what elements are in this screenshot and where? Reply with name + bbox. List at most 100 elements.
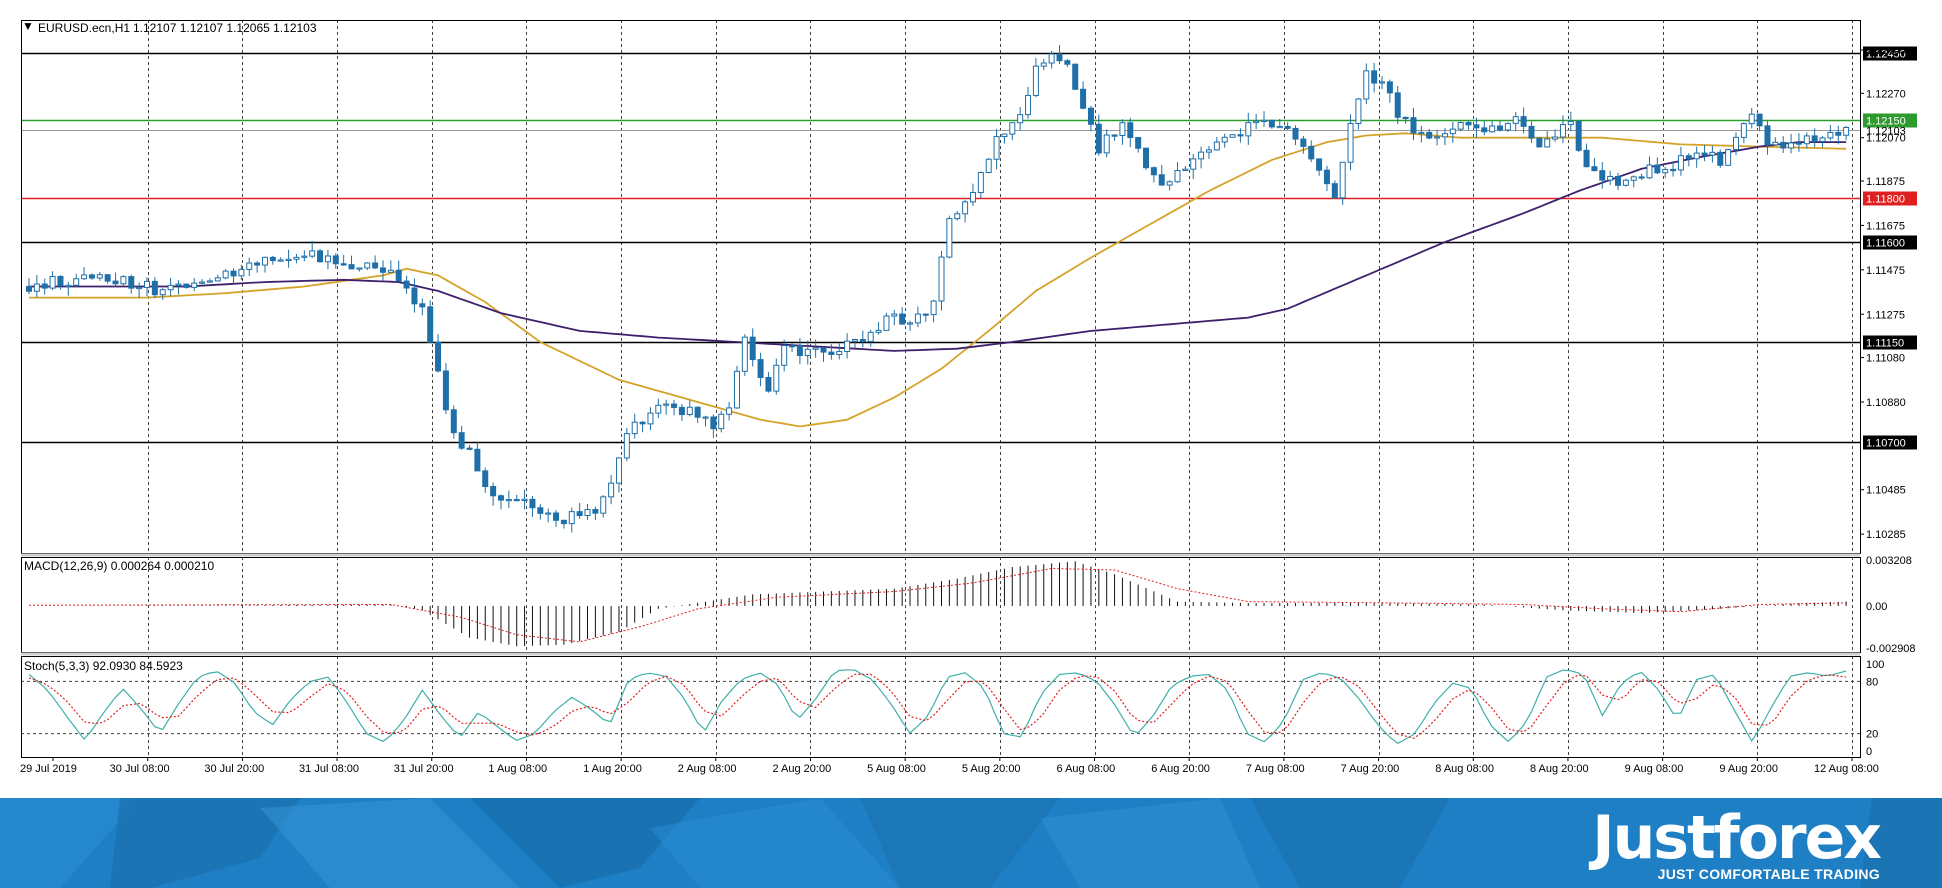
- candle-body: [867, 331, 874, 342]
- candle-body: [1803, 135, 1810, 145]
- candle-body: [411, 287, 418, 305]
- candle-body: [513, 499, 520, 502]
- candle-body: [1268, 119, 1275, 128]
- candle-body: [1237, 134, 1244, 137]
- candle-body: [1717, 151, 1724, 166]
- time-tick-label: 5 Aug 20:00: [962, 763, 1021, 775]
- time-tick-label: 29 Jul 2019: [20, 763, 77, 775]
- candle-body: [741, 336, 748, 372]
- candle-body: [1583, 149, 1590, 168]
- ma-slow-line: [29, 141, 1847, 352]
- candle-body: [608, 482, 615, 498]
- candle-body: [356, 267, 363, 270]
- candle-body: [1764, 125, 1771, 146]
- candle-body: [1827, 131, 1834, 139]
- stoch-tick-label: 80: [1866, 676, 1878, 688]
- candle-body: [1685, 155, 1692, 160]
- banner-pattern: [0, 798, 1942, 888]
- candle-body: [1449, 128, 1456, 135]
- candle-body: [1748, 113, 1755, 125]
- panel-separator: [21, 652, 1860, 656]
- time-tick-label: 8 Aug 08:00: [1435, 763, 1494, 775]
- brand-logo: Justforex: [1592, 803, 1882, 873]
- candle-body: [1205, 149, 1212, 153]
- price-tick-label: 1.10285: [1866, 529, 1906, 541]
- candle-body: [301, 255, 308, 258]
- candle-body: [1001, 133, 1008, 138]
- candle-body: [364, 262, 371, 269]
- candle-body: [671, 403, 678, 408]
- candle-body: [254, 262, 261, 266]
- candle-body: [419, 303, 426, 308]
- candle-body: [136, 286, 143, 290]
- stoch-tick-label: 0: [1866, 746, 1872, 758]
- candle-body: [450, 409, 457, 434]
- stoch-tick-label: 100: [1866, 659, 1884, 671]
- price-tick-label: 1.11475: [1866, 265, 1905, 277]
- candle-body: [914, 313, 921, 324]
- candle-body: [1363, 70, 1370, 100]
- candle-body: [954, 213, 961, 220]
- candle-body: [529, 498, 536, 509]
- candle-body: [1756, 113, 1763, 127]
- candle-body: [1701, 152, 1708, 156]
- candle-body: [875, 329, 882, 333]
- candle-body: [1292, 127, 1299, 140]
- price-tick-label: 1.11675: [1866, 220, 1905, 232]
- candle-body: [33, 283, 40, 292]
- candle-body: [796, 345, 803, 357]
- time-tick-label: 5 Aug 08:00: [867, 763, 926, 775]
- candle-body: [1457, 121, 1464, 130]
- candle-body: [836, 350, 843, 355]
- candle-body: [96, 274, 103, 279]
- candle-body: [65, 284, 72, 287]
- macd-tick-label: -0.002908: [1866, 643, 1916, 655]
- candle-body: [623, 433, 630, 459]
- candle-body: [57, 275, 64, 287]
- candle-body: [1465, 121, 1472, 126]
- time-tick-label: 31 Jul 08:00: [299, 763, 359, 775]
- candle-body: [1434, 136, 1441, 139]
- candle-body: [702, 416, 709, 419]
- candle-body: [1087, 107, 1094, 125]
- candle-body: [1316, 158, 1323, 171]
- chart-svg[interactable]: 1.12450 1.12150 1.11800 1.11600 1.11150 1.107…: [0, 0, 1942, 798]
- candle-body: [1426, 131, 1433, 139]
- candle-body: [191, 282, 198, 288]
- candle-body: [1009, 122, 1016, 135]
- candle-body: [1788, 142, 1795, 149]
- candle-body: [1229, 134, 1236, 138]
- time-tick-label: 9 Aug 08:00: [1625, 763, 1684, 775]
- horizontal-levels[interactable]: 1.12450 1.12150 1.11800 1.11600 1.11150 1.107…: [21, 46, 1917, 450]
- candle-body: [1536, 137, 1543, 148]
- candle-body: [907, 322, 914, 325]
- candle-body: [1402, 116, 1409, 120]
- candle-body: [238, 268, 245, 277]
- candle-body: [789, 345, 796, 348]
- candle-body: [175, 283, 182, 286]
- symbol-dropdown-icon[interactable]: ▼: [22, 19, 34, 33]
- candle-body: [1166, 181, 1173, 186]
- candle-body: [576, 511, 583, 517]
- candle-body: [812, 347, 819, 350]
- candle-body: [1135, 137, 1142, 149]
- candle-body: [1174, 170, 1181, 183]
- candle-body: [293, 256, 300, 260]
- candle-body: [1221, 136, 1228, 143]
- candle-body: [167, 284, 174, 291]
- candle-body: [765, 376, 772, 392]
- level-price-tag: [1863, 335, 1917, 350]
- candle-body: [1591, 166, 1598, 172]
- candle-body: [985, 158, 992, 173]
- candle-body: [1512, 116, 1519, 124]
- candle-body: [710, 416, 717, 430]
- candle-body: [718, 413, 725, 430]
- candle-body: [1379, 81, 1386, 84]
- candle-body: [1394, 92, 1401, 118]
- candle-body: [73, 278, 80, 286]
- candle-body: [435, 341, 442, 372]
- candle-body: [458, 432, 465, 449]
- candle-body: [482, 470, 489, 488]
- candle-body: [1103, 134, 1110, 154]
